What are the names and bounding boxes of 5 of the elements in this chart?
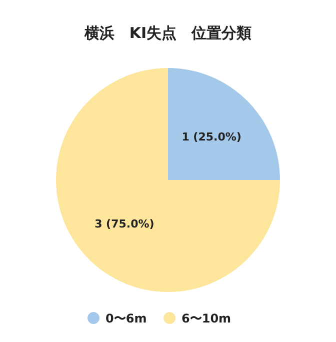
legend-label: 0〜6m	[106, 312, 147, 326]
data-label: 3 (75.0%)	[94, 218, 154, 231]
legend-label: 6〜10m	[182, 312, 232, 326]
data-label: 1 (25.0%)	[182, 130, 242, 144]
chart-title: 横浜 KI失点 位置分類	[83, 24, 252, 42]
